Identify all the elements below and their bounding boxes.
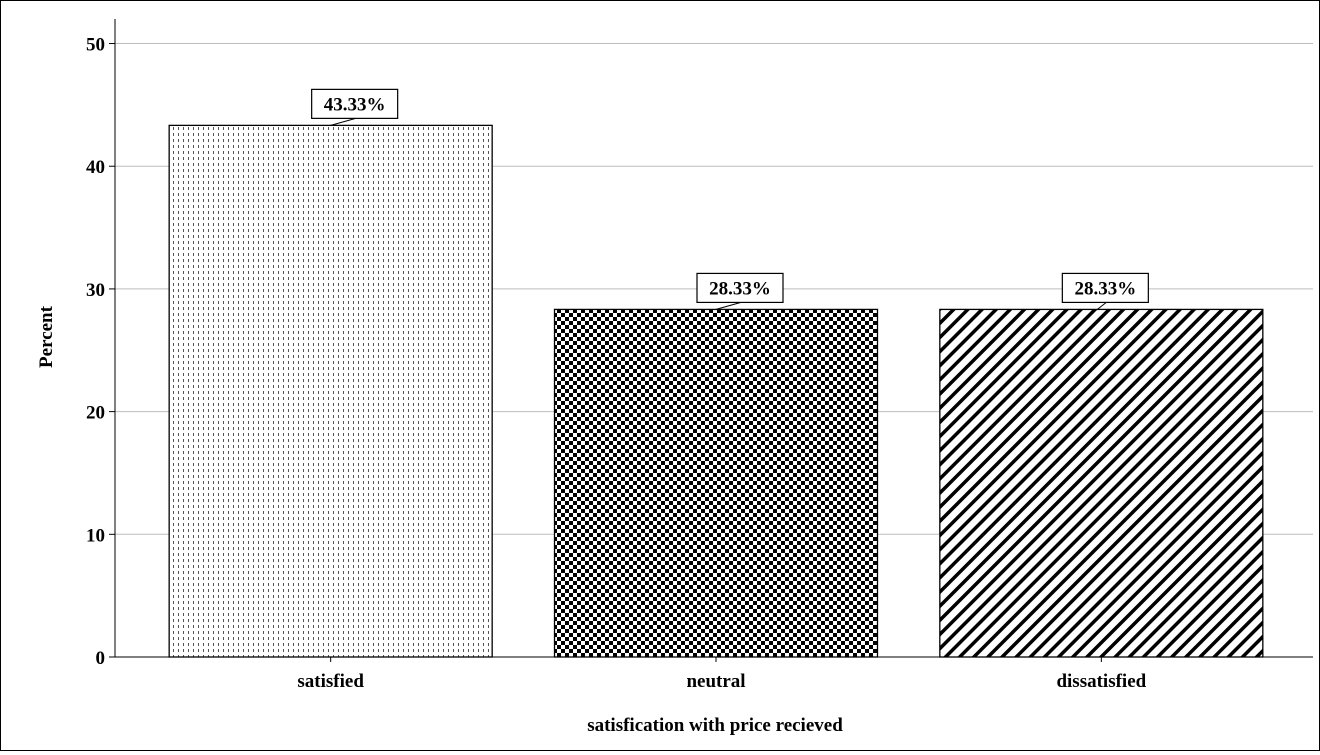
data-label-box (1061, 272, 1149, 304)
y-axis-title: Percent (36, 305, 57, 368)
axes: 0 10 20 30 40 50 satisfied neutral dissatisfied (86, 19, 1313, 692)
data-label-box (696, 272, 784, 304)
y-tick-label: 40 (86, 157, 105, 178)
y-tick-label: 50 (86, 35, 105, 56)
data-label-neutral: 28.33% (709, 278, 771, 299)
x-axis-title: satisfication with price recieved (587, 715, 843, 736)
data-label-box (311, 88, 399, 119)
bars (168, 124, 1264, 658)
data-label-leader (330, 117, 356, 126)
y-tick-label: 0 (96, 648, 106, 669)
data-labels: 43.33% 28.33% 28.33% (311, 88, 1149, 310)
y-tick-label: 10 (86, 525, 105, 546)
data-label-satisfied: 43.33% (324, 94, 386, 115)
x-tick-label-neutral: neutral (686, 671, 745, 692)
bar-neutral (553, 308, 879, 658)
data-label-leader (1097, 302, 1107, 310)
bar-satisfied (168, 124, 493, 658)
x-tick-label-satisfied: satisfied (297, 671, 364, 692)
x-tick-label-dissatisfied: dissatisfied (1056, 671, 1146, 692)
y-tick-label: 20 (86, 403, 105, 424)
y-tick-label: 30 (86, 280, 105, 301)
data-label-dissatisfied: 28.33% (1074, 278, 1136, 299)
bar-dissatisfied (939, 308, 1264, 658)
data-label-leader (715, 301, 742, 310)
